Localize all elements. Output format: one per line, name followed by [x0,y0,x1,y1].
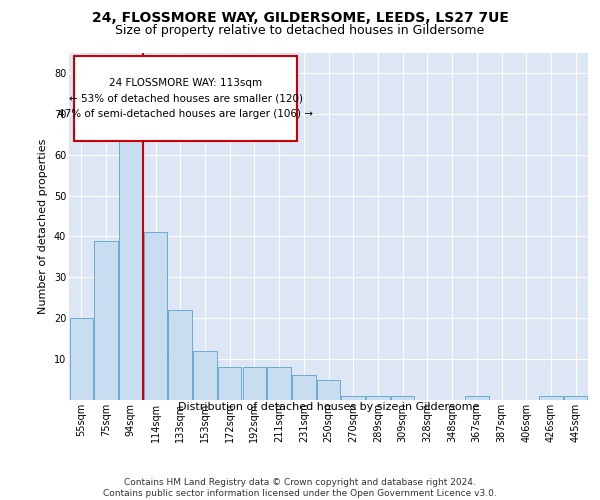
Text: Size of property relative to detached houses in Gildersome: Size of property relative to detached ho… [115,24,485,37]
FancyBboxPatch shape [74,56,298,141]
Bar [193,351,217,400]
Y-axis label: Number of detached properties: Number of detached properties [38,138,48,314]
Bar [70,318,93,400]
Bar [94,240,118,400]
Bar [341,396,365,400]
Text: 24, FLOSSMORE WAY, GILDERSOME, LEEDS, LS27 7UE: 24, FLOSSMORE WAY, GILDERSOME, LEEDS, LS… [92,11,508,25]
Bar [292,376,316,400]
Bar [242,368,266,400]
Bar [144,232,167,400]
Bar [366,396,389,400]
Bar [539,396,563,400]
Bar [119,138,143,400]
Bar [169,310,192,400]
Bar [268,368,291,400]
Text: 24 FLOSSMORE WAY: 113sqm
← 53% of detached houses are smaller (120)
47% of semi-: 24 FLOSSMORE WAY: 113sqm ← 53% of detach… [58,78,313,119]
Bar [317,380,340,400]
Bar [218,368,241,400]
Text: Contains HM Land Registry data © Crown copyright and database right 2024.
Contai: Contains HM Land Registry data © Crown c… [103,478,497,498]
Text: Distribution of detached houses by size in Gildersome: Distribution of detached houses by size … [178,402,479,412]
Bar [391,396,415,400]
Bar [465,396,488,400]
Bar [564,396,587,400]
